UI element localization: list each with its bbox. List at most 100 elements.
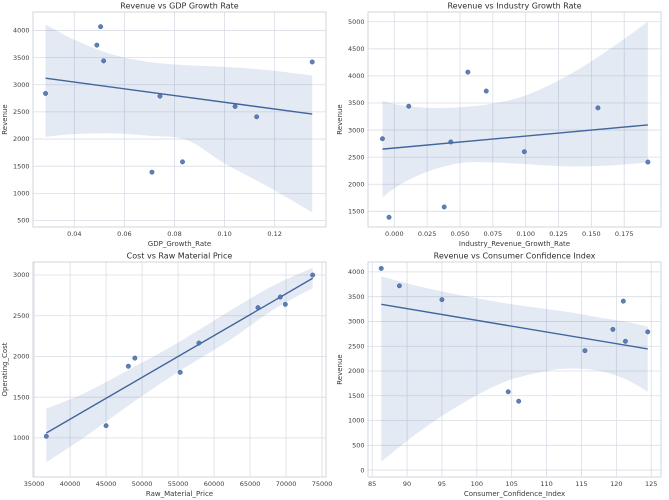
axes-spines xyxy=(367,11,661,228)
y-tick-label: 4000 xyxy=(347,268,364,276)
data-point xyxy=(582,348,587,354)
data-point xyxy=(594,105,600,111)
x-tick-label: 105 xyxy=(505,480,517,488)
chart-title: Revenue vs Industry Growth Rate xyxy=(447,2,581,11)
y-axis-label: Revenue xyxy=(336,354,344,385)
data-point xyxy=(405,103,411,109)
plot-area xyxy=(367,262,661,477)
data-point xyxy=(515,398,521,404)
y-tick-label: 3500 xyxy=(347,99,364,107)
grid xyxy=(33,262,326,477)
grid xyxy=(367,262,661,477)
chart-revenue-vs-consumer-confidence-index: Revenue vs Consumer Confidence Index 85 90… xyxy=(336,252,661,498)
chart-title: Revenue vs GDP Growth Rate xyxy=(120,2,238,11)
y-tick-label: 3000 xyxy=(13,271,30,279)
x-tick-label: 0.000 xyxy=(384,230,403,238)
data-point xyxy=(609,326,615,332)
data-point xyxy=(505,389,511,395)
y-tick-label: 1500 xyxy=(13,393,30,401)
y-tick-label: 1000 xyxy=(13,434,30,442)
x-tick-label: 0.08 xyxy=(167,230,181,238)
data-point xyxy=(521,149,527,155)
plot-area xyxy=(33,12,326,227)
x-tick-label: 50000 xyxy=(132,480,153,488)
data-point xyxy=(441,204,447,210)
y-tick-label: 2500 xyxy=(13,108,30,116)
x-tick-label: 40000 xyxy=(60,480,81,488)
x-tick-label: 0.175 xyxy=(614,230,633,238)
data-point xyxy=(177,369,183,375)
data-point xyxy=(149,169,155,175)
x-tick-label: 0.075 xyxy=(483,230,502,238)
y-axis-label: Revenue xyxy=(336,104,344,135)
data-point xyxy=(483,88,489,94)
chart-title: Cost vs Raw Material Price xyxy=(127,252,233,261)
y-tick-label: 2500 xyxy=(13,312,30,320)
data-point xyxy=(386,214,391,220)
data-point xyxy=(94,42,100,48)
y-tick-label: 2000 xyxy=(13,353,30,361)
data-point xyxy=(277,294,283,300)
y-tick-label: 500 xyxy=(17,217,29,225)
axes-spines xyxy=(32,261,327,478)
data-point xyxy=(254,114,260,120)
x-tick-label: 70000 xyxy=(276,480,297,488)
regression-line xyxy=(45,277,314,434)
data-point xyxy=(438,297,444,303)
x-tick-label: 0.125 xyxy=(549,230,568,238)
y-tick-label: 3000 xyxy=(347,318,364,326)
data-point xyxy=(379,136,385,142)
x-tick-label: 35000 xyxy=(24,480,45,488)
x-tick-label: 0.12 xyxy=(267,230,281,238)
y-tick-label: 0 xyxy=(360,466,364,474)
y-axis-label: Operating_Cost xyxy=(1,342,9,396)
chart-title: Revenue vs Consumer Confidence Index xyxy=(433,252,595,261)
regression-line xyxy=(45,77,313,115)
regression-line xyxy=(381,124,648,150)
data-point xyxy=(98,24,104,30)
y-tick-label: 4000 xyxy=(13,27,30,35)
x-tick-label: 95 xyxy=(437,480,445,488)
x-tick-label: 90 xyxy=(402,480,410,488)
axes-spines xyxy=(367,261,661,478)
chart-revenue-vs-gdp-growth-rate: Revenue vs GDP Growth Rate 0.04 0.06 0.08 0.… xyxy=(1,2,327,248)
x-tick-label: 0.10 xyxy=(217,230,231,238)
x-tick-label: 0.025 xyxy=(417,230,436,238)
x-tick-label: 75000 xyxy=(312,480,333,488)
y-axis-label: Revenue xyxy=(1,104,9,135)
y-tick-label: 2500 xyxy=(347,342,364,350)
grid xyxy=(33,12,326,227)
y-tick-label: 1500 xyxy=(347,392,364,400)
scatter-points xyxy=(43,24,315,175)
grid xyxy=(367,12,661,227)
data-point xyxy=(378,265,384,271)
confidence-band xyxy=(45,24,313,213)
plot-area xyxy=(33,262,326,477)
data-point xyxy=(396,283,402,289)
confidence-band xyxy=(380,276,648,462)
data-point xyxy=(125,363,131,369)
x-tick-label: 125 xyxy=(645,480,657,488)
scatter-points xyxy=(378,265,650,404)
data-point xyxy=(180,159,185,165)
x-tick-label: 0.150 xyxy=(582,230,601,238)
y-tick-label: 2000 xyxy=(13,135,30,143)
data-point xyxy=(157,93,163,99)
x-axis-label: GDP_Growth_Rate xyxy=(148,240,211,248)
chart-cost-vs-raw-material-price: Cost vs Raw Material Price 35000 40000 4500… xyxy=(1,252,333,499)
data-point xyxy=(132,355,138,361)
data-point xyxy=(232,104,238,109)
x-tick-label: 85 xyxy=(368,480,376,488)
data-point xyxy=(622,338,628,344)
chart-revenue-vs-industry-growth-rate: Revenue vs Industry Growth Rate 0.000 0.02… xyxy=(336,2,661,248)
x-tick-label: 0.100 xyxy=(516,230,535,238)
x-axis-label: Consumer_Confidence_Index xyxy=(463,490,564,498)
x-tick-label: 100 xyxy=(470,480,482,488)
x-tick-label: 0.06 xyxy=(117,230,131,238)
y-tick-label: 3500 xyxy=(13,54,30,62)
data-point xyxy=(447,139,453,145)
scatter-points xyxy=(379,69,650,220)
y-tick-label: 2500 xyxy=(347,153,364,161)
y-tick-label: 1000 xyxy=(347,417,364,425)
data-point xyxy=(464,69,470,75)
